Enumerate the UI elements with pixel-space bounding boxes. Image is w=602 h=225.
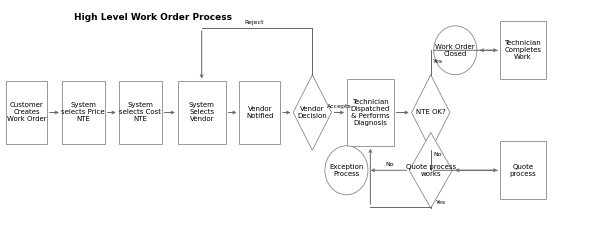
Text: High Level Work Order Process: High Level Work Order Process <box>74 13 232 22</box>
Text: Exception
Process: Exception Process <box>329 164 364 177</box>
Text: Technician
Completes
Work: Technician Completes Work <box>504 40 541 60</box>
Text: Customer
Creates
Work Order: Customer Creates Work Order <box>7 103 46 122</box>
FancyBboxPatch shape <box>500 141 545 199</box>
Text: Technician
Dispatched
& Performs
Diagnosis: Technician Dispatched & Performs Diagnos… <box>351 99 390 126</box>
FancyBboxPatch shape <box>347 79 394 146</box>
FancyBboxPatch shape <box>240 81 280 144</box>
Text: Accepts: Accepts <box>327 104 352 109</box>
Text: Reject: Reject <box>244 20 264 25</box>
Polygon shape <box>293 75 332 150</box>
Ellipse shape <box>325 146 368 195</box>
Text: Vendor
Decision: Vendor Decision <box>297 106 327 119</box>
Polygon shape <box>409 133 452 208</box>
Text: Quote
process: Quote process <box>509 164 536 177</box>
FancyBboxPatch shape <box>119 81 161 144</box>
FancyBboxPatch shape <box>500 21 545 79</box>
Text: No: No <box>386 162 394 167</box>
Text: NTE OK?: NTE OK? <box>416 110 445 115</box>
Text: Vendor
Notified: Vendor Notified <box>246 106 273 119</box>
FancyBboxPatch shape <box>62 81 105 144</box>
Text: Yes: Yes <box>433 58 443 64</box>
Text: System
selects Cost
NTE: System selects Cost NTE <box>119 103 161 122</box>
Text: System
selects Price
NTE: System selects Price NTE <box>61 103 105 122</box>
Text: No: No <box>433 152 442 157</box>
Text: Yes: Yes <box>435 200 445 205</box>
Text: Quote process
works: Quote process works <box>406 164 456 177</box>
FancyBboxPatch shape <box>178 81 226 144</box>
Text: Work Order
Closed: Work Order Closed <box>435 44 475 57</box>
Polygon shape <box>412 75 450 150</box>
Text: System
Selects
Vendor: System Selects Vendor <box>189 103 215 122</box>
Ellipse shape <box>434 26 477 75</box>
FancyBboxPatch shape <box>6 81 47 144</box>
